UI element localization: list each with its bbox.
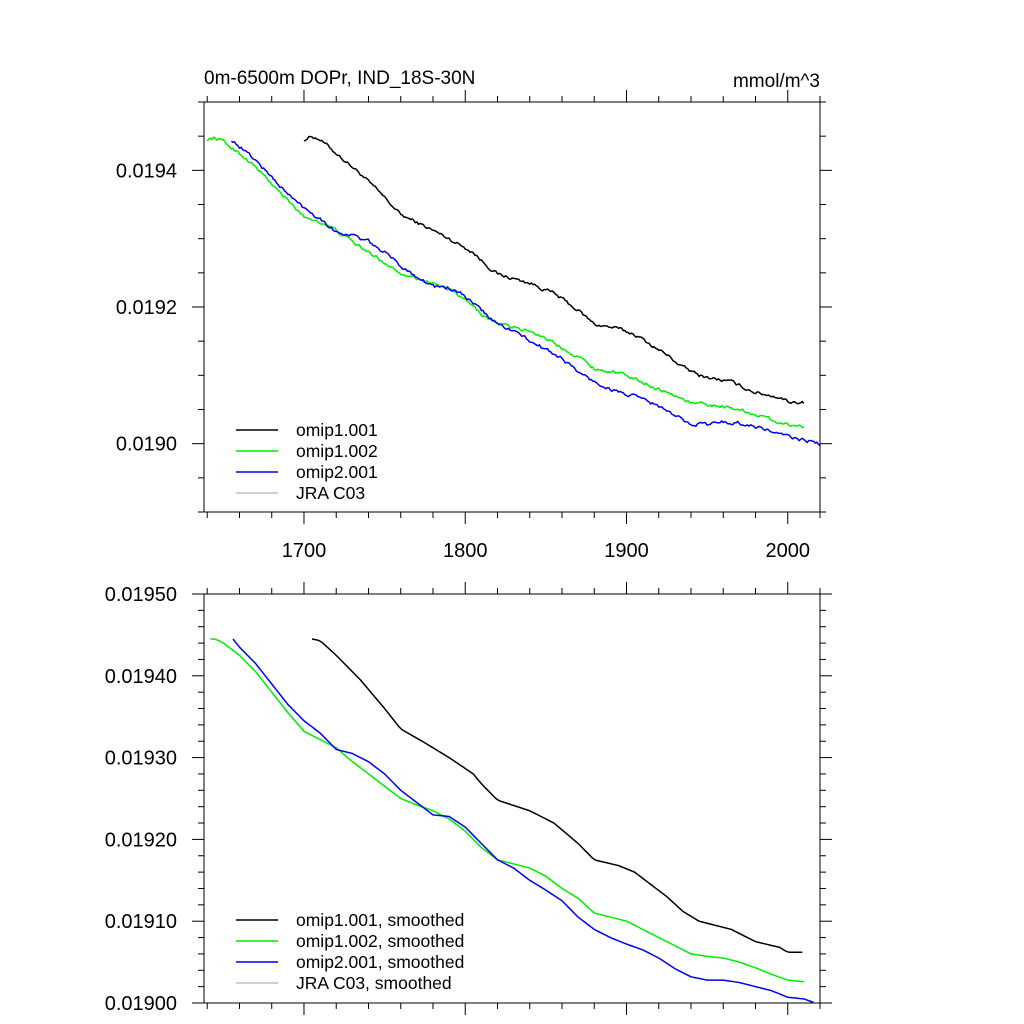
- series-line: [210, 638, 804, 983]
- legend-label: omip2.001: [296, 462, 378, 482]
- x-tick-label: 1700: [282, 540, 327, 562]
- legend-label: omip1.001, smoothed: [296, 910, 464, 930]
- y-tick-label: 0.01930: [105, 748, 177, 770]
- y-tick-label: 0.0194: [116, 160, 177, 182]
- top-panel-units: mmol/m^3: [733, 71, 820, 92]
- y-tick-label: 0.01950: [105, 584, 177, 606]
- series-line: [303, 135, 805, 405]
- legend-label: JRA C03, smoothed: [296, 973, 452, 993]
- plot-frame: [203, 593, 821, 1004]
- series-line: [206, 136, 804, 429]
- legend-label: omip1.002, smoothed: [296, 931, 464, 951]
- legend-label: JRA C03: [296, 483, 365, 503]
- y-tick-label: 0.0190: [116, 434, 177, 456]
- x-tick-label: 1900: [604, 540, 649, 562]
- series-line: [311, 638, 803, 954]
- x-tick-label: 2000: [765, 540, 810, 562]
- y-tick-label: 0.01940: [105, 666, 177, 688]
- top-panel-title: 0m-6500m DOPr, IND_18S-30N: [204, 68, 475, 89]
- legend-label: omip2.001, smoothed: [296, 952, 464, 972]
- bottom-panel: 0.01900 0.01910 0.01920 0.01930 0.01940 0.019…: [105, 582, 832, 1015]
- legend-label: omip1.001: [296, 420, 378, 440]
- top-panel: 0m-6500m DOPr, IND_18S-30N mmol/m^3 1700…: [116, 68, 832, 562]
- y-tick-label: 0.01920: [105, 829, 177, 851]
- y-tick-label: 0.01900: [105, 993, 177, 1015]
- y-tick-label: 0.0192: [116, 297, 177, 319]
- y-tick-label: 0.01910: [105, 911, 177, 933]
- series-line: [230, 140, 820, 447]
- legend-label: omip1.002: [296, 441, 378, 461]
- x-tick-label: 1800: [443, 540, 488, 562]
- series-line: [232, 638, 814, 1003]
